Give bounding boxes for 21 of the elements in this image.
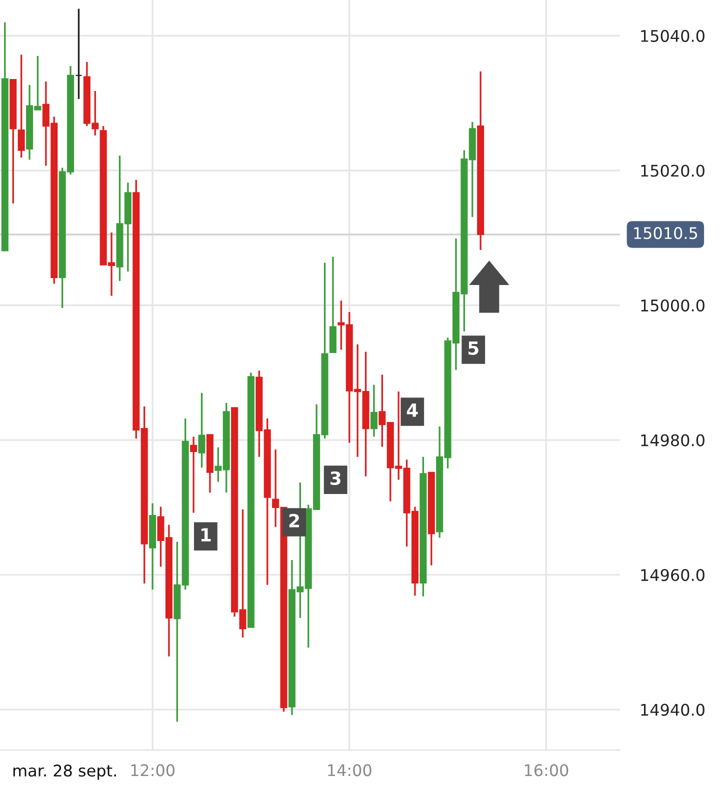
text: mar. 28 sept. [13, 764, 116, 780]
y-tick-label: 15020.0 [641, 164, 704, 177]
candlestick [75, 8, 82, 100]
x-tick-label: 14:00 [328, 764, 372, 776]
y-tick-label: 15000.0 [641, 299, 704, 312]
x-tick-label: 12:00 [131, 764, 174, 776]
candlestick [190, 436, 198, 514]
y-tick-label: 14960.0 [641, 569, 704, 582]
candlestick [370, 384, 378, 438]
annotation: 1 [201, 528, 211, 542]
annotation: 4 [406, 404, 418, 417]
y-tick-label: 14940.0 [641, 704, 704, 716]
y-tick-label: 15040.0 [641, 30, 704, 42]
candlestick [198, 392, 206, 468]
y-tick-label: 14980.0 [641, 434, 704, 446]
candlestick [18, 54, 25, 159]
ref-line-label: 15010.5 [634, 227, 698, 240]
x-tick-label: 16:00 [524, 764, 568, 776]
annotation: 2 [289, 514, 299, 528]
annotation: 5 [468, 342, 478, 355]
annotation: 3 [330, 471, 340, 486]
